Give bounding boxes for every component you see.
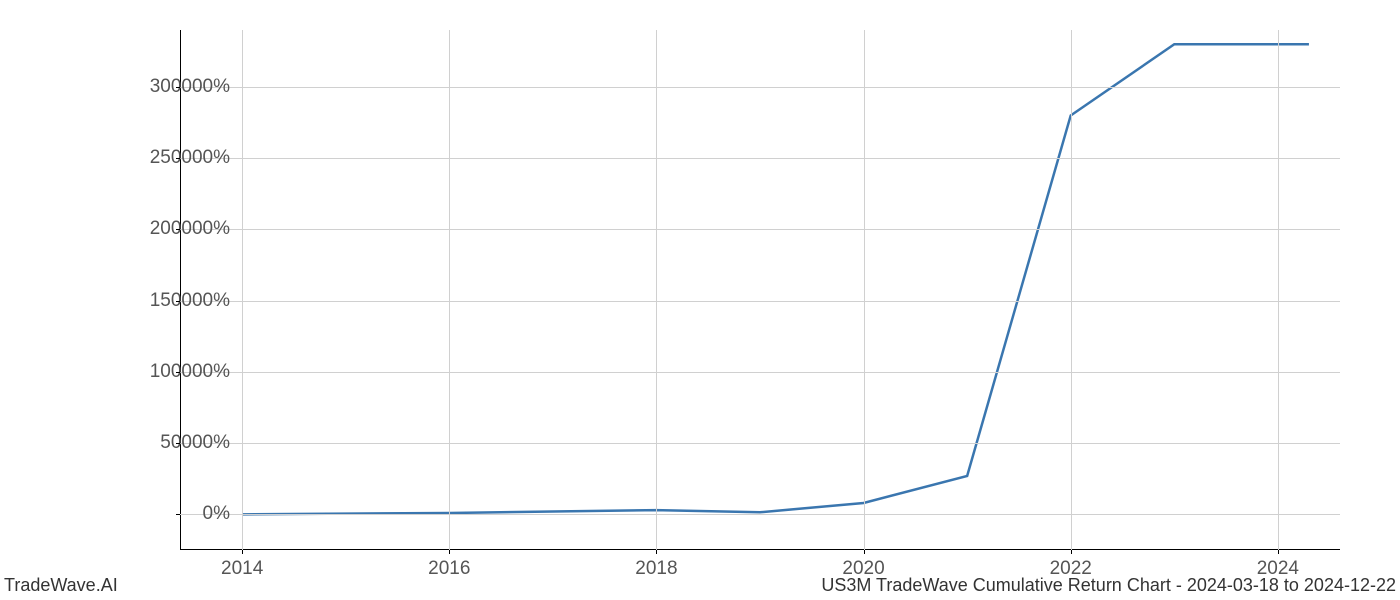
x-tick-mark [1278, 550, 1279, 554]
x-tick-mark [864, 550, 865, 554]
y-tick-mark [176, 87, 180, 88]
grid-line-horizontal [180, 301, 1340, 302]
x-tick-mark [449, 550, 450, 554]
grid-line-vertical [1278, 30, 1279, 550]
x-tick-label: 2020 [842, 558, 884, 580]
y-tick-mark [176, 229, 180, 230]
grid-line-vertical [449, 30, 450, 550]
grid-line-horizontal [180, 372, 1340, 373]
y-tick-mark [176, 443, 180, 444]
grid-line-vertical [1071, 30, 1072, 550]
grid-line-horizontal [180, 229, 1340, 230]
x-tick-mark [656, 550, 657, 554]
chart-plot-area [180, 30, 1340, 550]
y-tick-mark [176, 514, 180, 515]
y-tick-label: 0% [120, 503, 230, 525]
x-tick-label: 2014 [221, 558, 263, 580]
grid-line-vertical [656, 30, 657, 550]
grid-line-vertical [242, 30, 243, 550]
x-tick-mark [242, 550, 243, 554]
y-tick-label: 50000% [120, 432, 230, 454]
grid-line-horizontal [180, 87, 1340, 88]
x-tick-mark [1071, 550, 1072, 554]
y-tick-mark [176, 301, 180, 302]
y-tick-mark [176, 158, 180, 159]
y-tick-label: 200000% [120, 218, 230, 240]
line-series [180, 30, 1340, 550]
grid-line-horizontal [180, 443, 1340, 444]
x-tick-label: 2024 [1257, 558, 1299, 580]
y-tick-label: 300000% [120, 76, 230, 98]
y-tick-label: 150000% [120, 290, 230, 312]
x-tick-label: 2022 [1050, 558, 1092, 580]
y-tick-mark [176, 372, 180, 373]
footer-caption: US3M TradeWave Cumulative Return Chart -… [821, 575, 1396, 596]
grid-line-horizontal [180, 158, 1340, 159]
y-tick-label: 250000% [120, 147, 230, 169]
grid-line-horizontal [180, 514, 1340, 515]
grid-line-vertical [864, 30, 865, 550]
x-tick-label: 2018 [635, 558, 677, 580]
x-tick-label: 2016 [428, 558, 470, 580]
y-tick-label: 100000% [120, 361, 230, 383]
footer-brand: TradeWave.AI [4, 575, 118, 596]
